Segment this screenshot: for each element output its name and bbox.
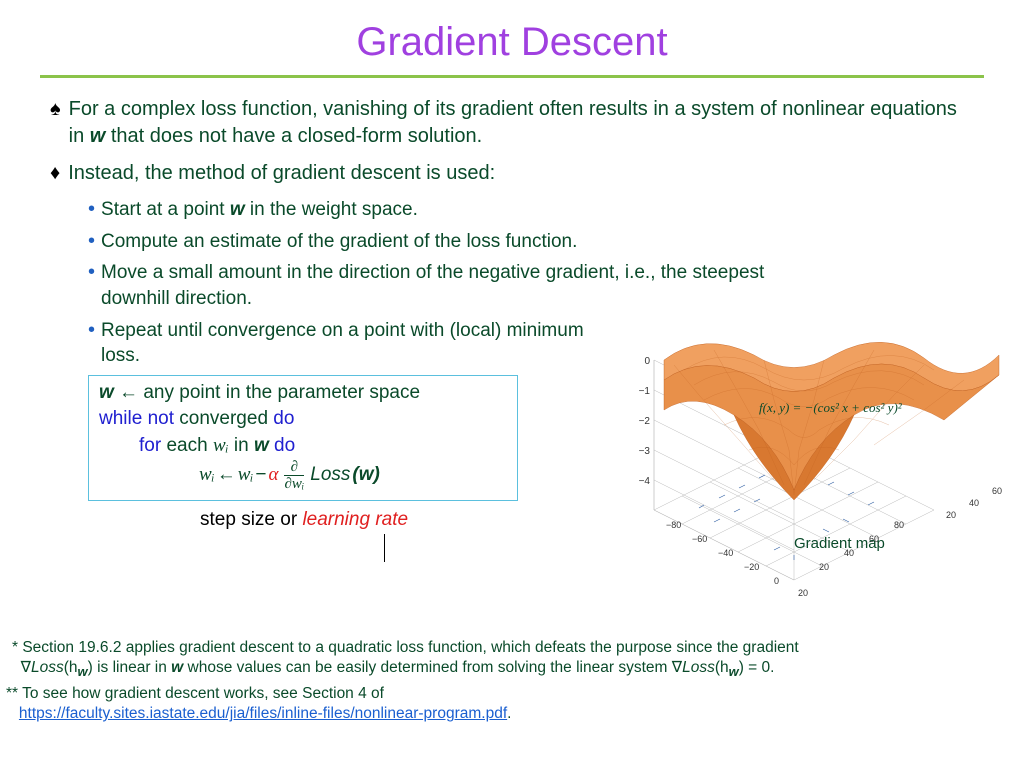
svg-text:−2: −2	[639, 416, 651, 427]
sub-1: • Start at a point w in the weight space…	[88, 197, 974, 223]
surface-caption: Gradient map	[794, 535, 885, 552]
title-rule	[40, 75, 984, 78]
surface-formula: f(x, y) = −(cos² x + cos² y)²	[759, 400, 902, 416]
bullet-2: ♦ Instead, the method of gradient descen…	[50, 160, 974, 187]
footnote-link[interactable]: https://faculty.sites.iastate.edu/jia/fi…	[19, 705, 507, 722]
svg-text:60: 60	[992, 486, 1002, 496]
bullet-2-text: Instead, the method of gradient descent …	[68, 160, 495, 187]
svg-text:−40: −40	[718, 548, 733, 558]
svg-text:20: 20	[819, 562, 829, 572]
svg-text:−1: −1	[639, 386, 651, 397]
svg-text:−20: −20	[744, 562, 759, 572]
algo-line-2: while not converged do	[99, 406, 507, 433]
svg-text:20: 20	[946, 510, 956, 520]
svg-text:80: 80	[894, 520, 904, 530]
algo-line-4: wᵢ ← wᵢ − α ∂ ∂wᵢ Loss(w)	[99, 460, 507, 492]
svg-text:0: 0	[774, 576, 779, 586]
footnote-2: ** To see how gradient descent works, se…	[6, 684, 511, 724]
algo-line-1: w ← any point in the parameter space	[99, 380, 507, 407]
sub-4: • Repeat until convergence on a point wi…	[88, 318, 608, 369]
svg-text:−80: −80	[666, 520, 681, 530]
svg-text:20: 20	[798, 588, 808, 598]
diamond-icon: ♦	[50, 160, 60, 187]
svg-text:−3: −3	[639, 446, 651, 457]
svg-text:−60: −60	[692, 534, 707, 544]
annotation-line	[384, 534, 385, 562]
algorithm-box: w ← any point in the parameter space whi…	[88, 375, 518, 501]
sub-2: • Compute an estimate of the gradient of…	[88, 229, 974, 255]
page-title: Gradient Descent	[0, 0, 1024, 75]
dot-icon: •	[88, 260, 95, 311]
bullet-1: ♠ For a complex loss function, vanishing…	[50, 96, 974, 150]
spade-icon: ♠	[50, 96, 61, 150]
footnote-1: * Section 19.6.2 applies gradient descen…	[12, 638, 1016, 681]
dot-icon: •	[88, 197, 95, 223]
bullet-1-text: For a complex loss function, vanishing o…	[69, 96, 974, 150]
algo-line-3: for each wᵢ in w do	[99, 433, 507, 460]
svg-text:−4: −4	[639, 476, 651, 487]
svg-text:40: 40	[969, 498, 979, 508]
dot-icon: •	[88, 318, 95, 369]
svg-text:0: 0	[644, 356, 650, 367]
dot-icon: •	[88, 229, 95, 255]
surface-plot: 0 −1 −2 −3 −4	[604, 300, 1024, 630]
